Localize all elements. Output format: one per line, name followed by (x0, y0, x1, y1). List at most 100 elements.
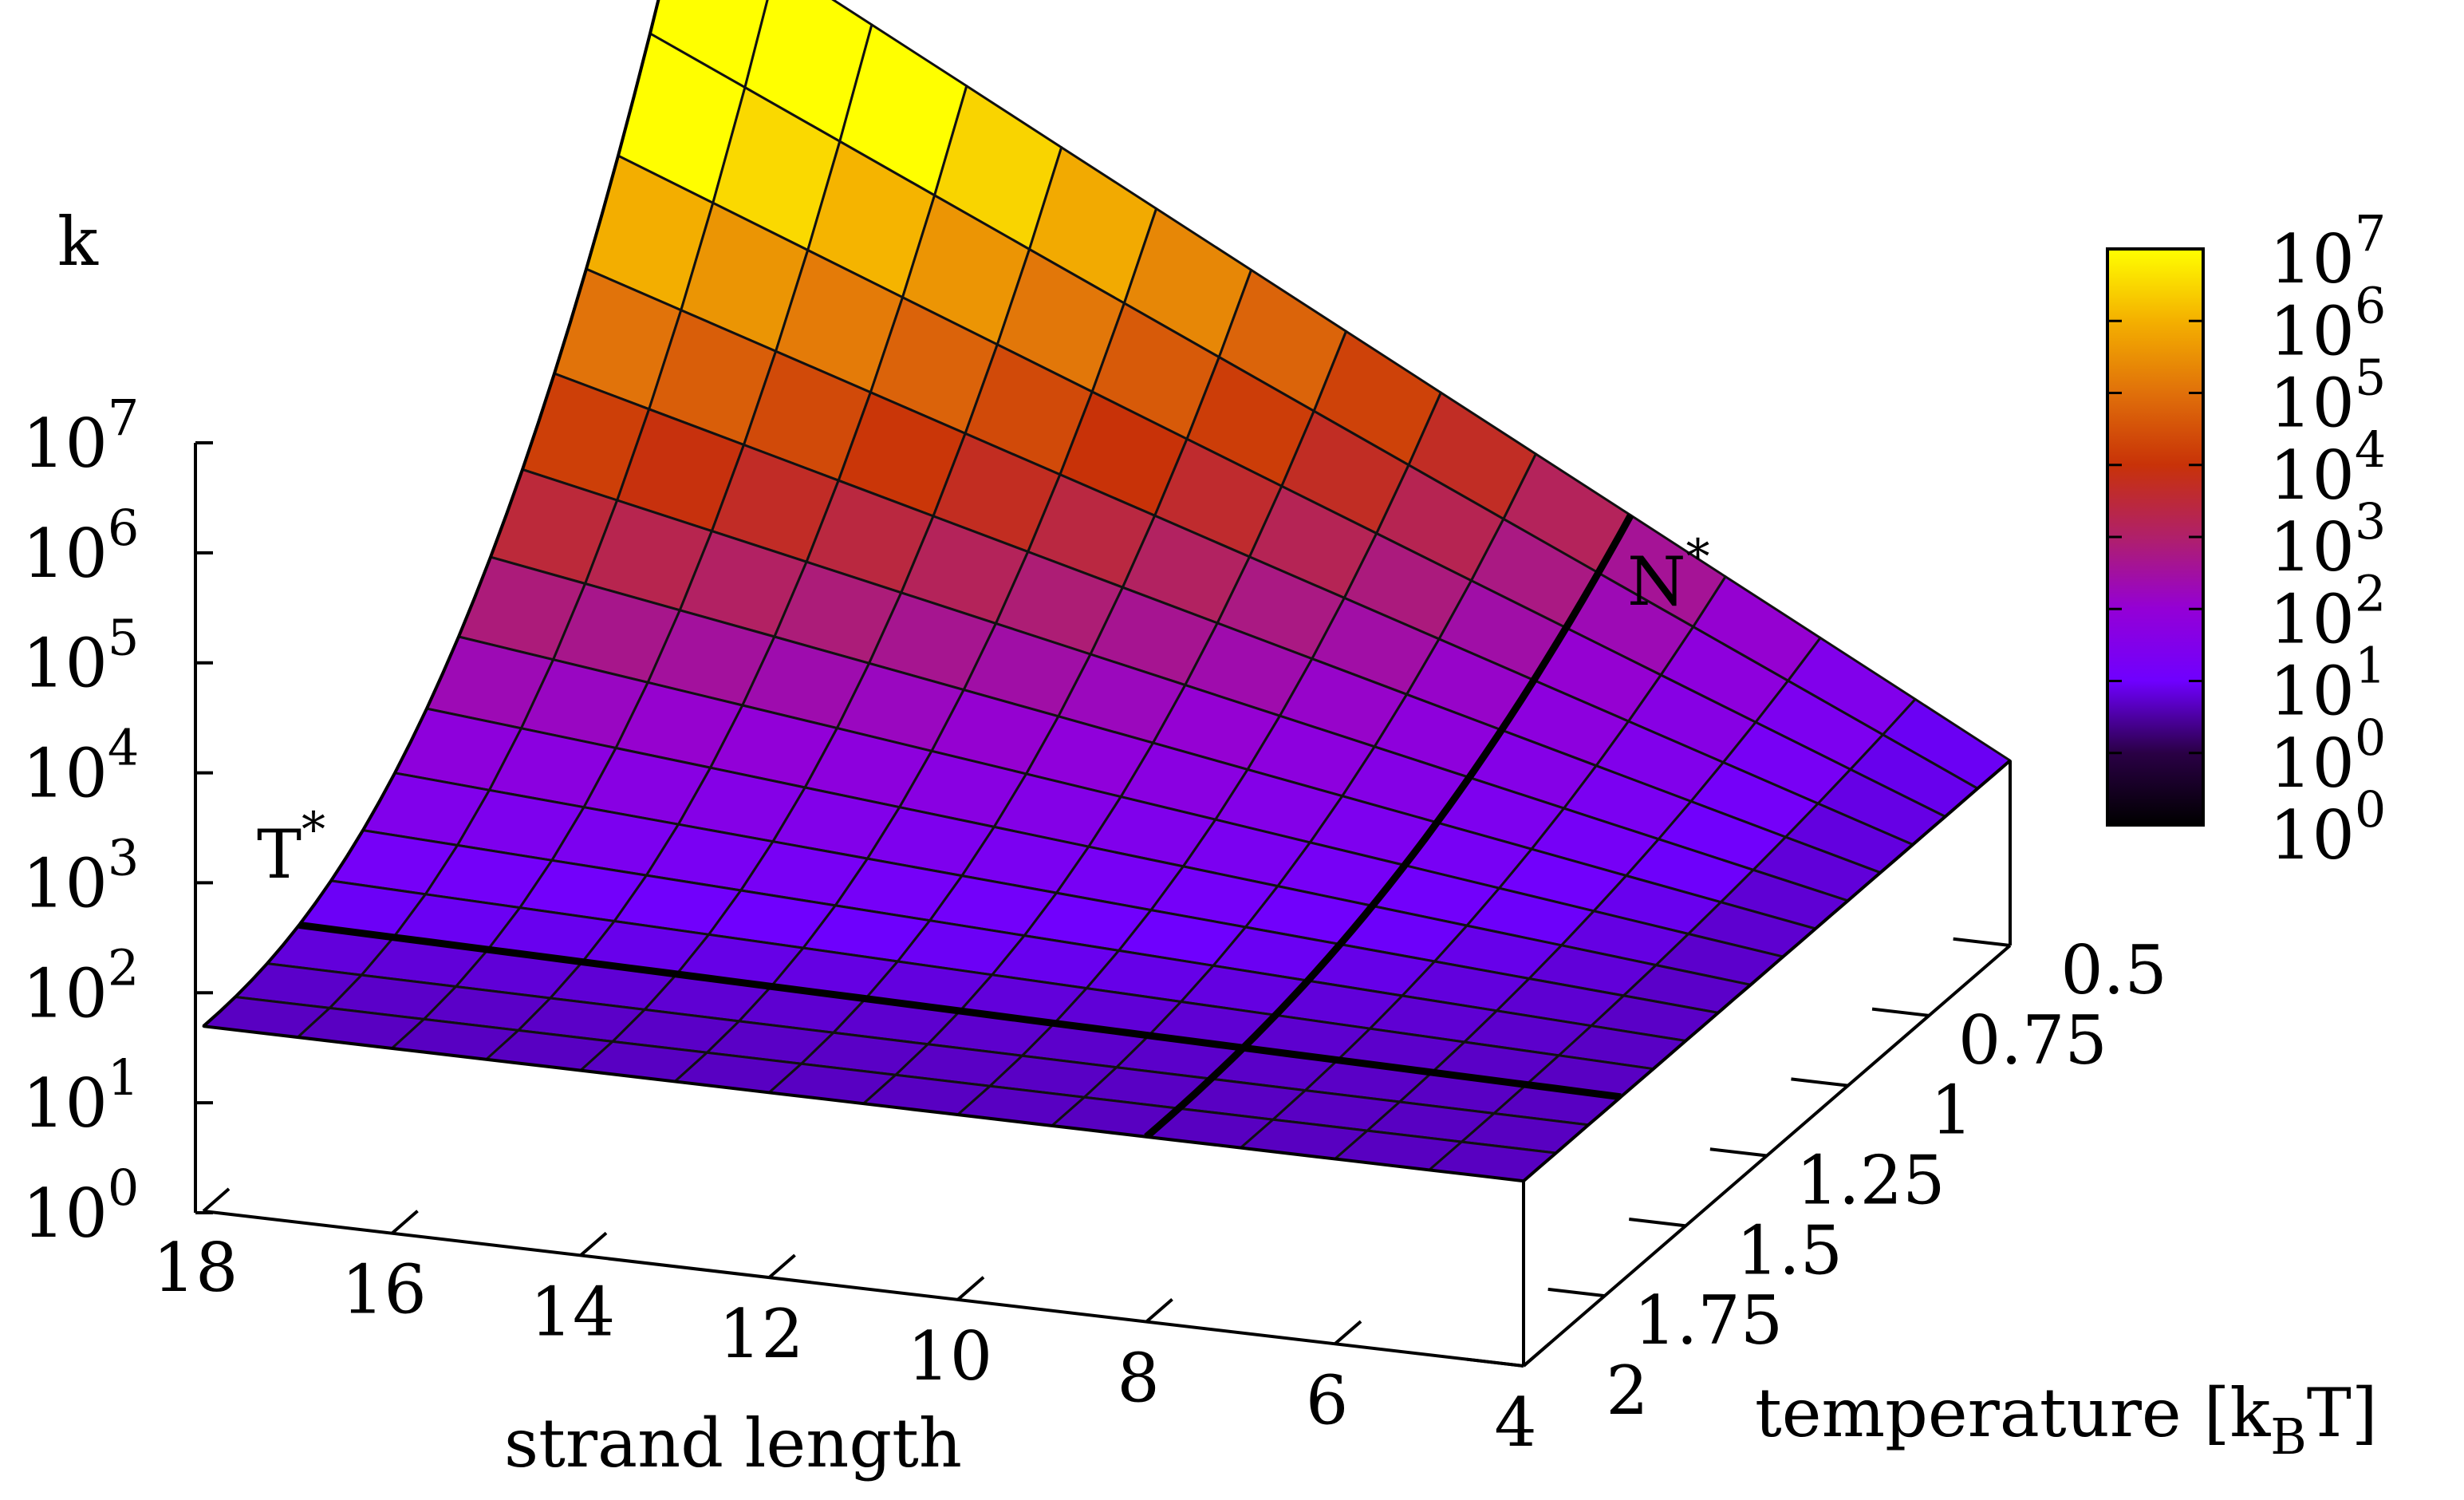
annotation-n-star-sup: * (1686, 529, 1710, 585)
z-tick-exp-5: 5 (108, 609, 139, 667)
surface-mesh (202, 0, 2012, 1366)
colorbar-label-base-3: 10 (2269, 580, 2355, 658)
x-tick-label-4: 10 (907, 1317, 992, 1395)
z-tick-base-7: 10 (22, 405, 108, 483)
y-tick-mark-4 (1629, 1218, 1686, 1228)
right-wall (1524, 760, 2010, 1366)
x-tick-mark-0 (202, 1187, 231, 1213)
surface-left-edge (202, 0, 660, 1028)
colorbar-label-exp-5: 4 (2355, 420, 2386, 479)
surface-front-edge (203, 1024, 1524, 1183)
annotation-n-star: N* (1627, 529, 1710, 621)
z-tick-label-3: 103 (22, 828, 139, 922)
x-tick-label-5: 8 (1117, 1340, 1159, 1418)
colorbar-label-1: 100 (2269, 709, 2386, 803)
annotation-t-star-text: T (257, 815, 302, 894)
y-tick-label-0: 0.5 (2060, 931, 2167, 1009)
x-tick-mark-6 (1334, 1320, 1362, 1345)
x-tick-mark-1 (391, 1210, 419, 1235)
y-axis-label-sub: B (2270, 1407, 2307, 1466)
z-tick-exp-3: 3 (108, 828, 139, 886)
y-axis-label: temperature [kBT] (1755, 1374, 2378, 1466)
x-tick-mark-3 (767, 1253, 796, 1279)
annotation-t-star: T* (257, 802, 325, 894)
x-tick-label-0: 18 (153, 1229, 239, 1307)
z-tick-label-0: 100 (22, 1159, 139, 1253)
y-tick-label-2: 1 (1930, 1072, 1973, 1150)
colorbar-label-5: 104 (2269, 420, 2386, 515)
z-tick-label-7: 107 (22, 389, 139, 483)
z-tick-base-5: 10 (22, 625, 108, 703)
colorbar-label-8: 107 (2269, 204, 2386, 298)
x-tick-mark-7 (1522, 1342, 1551, 1368)
x-tick-mark-4 (956, 1276, 985, 1301)
z-tick-exp-2: 2 (108, 938, 139, 997)
annotation-t-star-sup: * (302, 802, 325, 858)
y-tick-label-1: 0.75 (1958, 1001, 2107, 1080)
colorbar-label-6: 105 (2269, 349, 2386, 443)
x-tick-label-3: 12 (719, 1295, 804, 1373)
x-tick-mark-2 (579, 1231, 608, 1257)
colorbar-label-exp-0: 0 (2355, 780, 2386, 839)
x-tick-mark-5 (1145, 1297, 1173, 1324)
z-tick-base-3: 10 (22, 844, 108, 922)
y-tick-mark-5 (1547, 1287, 1605, 1298)
z-tick-base-2: 10 (22, 954, 108, 1032)
z-tick-label-6: 106 (22, 499, 139, 593)
surface-line-n-star (1144, 513, 1634, 1140)
colorbar-label-exp-6: 5 (2355, 349, 2386, 407)
y-tick-mark-6 (1466, 1357, 1524, 1368)
front-wall (203, 1026, 1524, 1366)
x-tick-label-6: 6 (1306, 1361, 1348, 1439)
annotation-n-star-text: N (1627, 543, 1686, 621)
z-tick-label-1: 101 (22, 1048, 139, 1143)
colorbar-label-base-0: 10 (2269, 796, 2355, 874)
z-tick-exp-7: 7 (108, 389, 139, 447)
z-tick-exp-4: 4 (108, 719, 139, 777)
z-tick-exp-0: 0 (108, 1159, 139, 1217)
colorbar-label-exp-1: 0 (2355, 709, 2386, 767)
colorbar-label-0: 100 (2269, 780, 2386, 874)
y-tick-mark-1 (1871, 1007, 1930, 1017)
colorbar-label-7: 106 (2269, 276, 2386, 370)
x-axis-line (203, 1210, 1524, 1368)
y-axis-label-T: T] (2307, 1374, 2378, 1452)
y-tick-label-5: 1.75 (1634, 1281, 1783, 1360)
z-tick-exp-6: 6 (108, 499, 139, 557)
y-tick-label-4: 1.5 (1737, 1211, 1843, 1289)
x-tick-label-7: 4 (1494, 1384, 1536, 1462)
y-axis-label-text: temperature (1755, 1374, 2182, 1452)
colorbar-label-exp-2: 1 (2355, 637, 2386, 695)
z-tick-base-1: 10 (22, 1064, 108, 1143)
z-tick-exp-1: 1 (108, 1048, 139, 1107)
x-tick-label-1: 16 (341, 1251, 427, 1329)
surface-line-t-star (298, 921, 1622, 1101)
y-axis-label-unit: [kBT] (2204, 1374, 2378, 1466)
colorbar-label-base-1: 10 (2269, 724, 2355, 803)
colorbar-label-exp-7: 6 (2355, 276, 2386, 334)
z-tick-base-0: 10 (22, 1174, 108, 1253)
colorbar-label-base-5: 10 (2269, 436, 2355, 515)
z-tick-label-2: 102 (22, 938, 139, 1032)
y-tick-mark-0 (1953, 937, 2011, 947)
colorbar-label-base-2: 10 (2269, 653, 2355, 731)
colorbar-label-exp-8: 7 (2355, 204, 2386, 262)
colorbar-label-2: 101 (2269, 637, 2386, 731)
colorbar-label-4: 103 (2269, 492, 2386, 586)
z-tick-label-5: 105 (22, 609, 139, 703)
x-tick-label-2: 14 (530, 1273, 615, 1351)
colorbar-label-base-6: 10 (2269, 365, 2355, 443)
x-axis-label: strand length (504, 1404, 962, 1482)
colorbar-label-exp-4: 3 (2355, 492, 2386, 551)
y-tick-mark-3 (1709, 1147, 1768, 1158)
colorbar-label-base-7: 10 (2269, 292, 2355, 370)
z-axis-label: k (57, 203, 99, 281)
y-tick-label-3: 1.25 (1796, 1142, 1945, 1220)
x-axis-ticks: 18 16 14 12 10 8 6 4 (153, 1187, 1551, 1462)
surface-right-edge (1522, 759, 2012, 1182)
colorbar-label-base-8: 10 (2269, 220, 2355, 298)
